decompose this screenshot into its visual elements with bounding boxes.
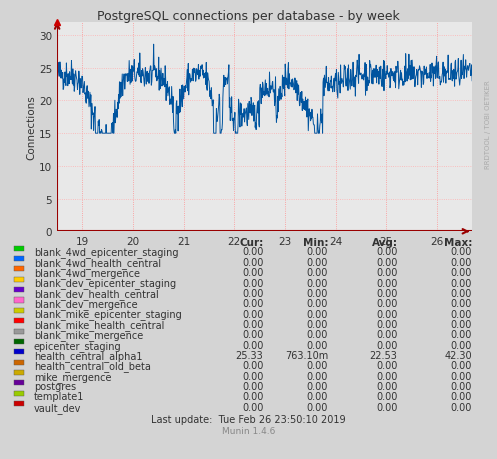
Text: 0.00: 0.00 [376, 330, 398, 340]
Text: 0.00: 0.00 [376, 371, 398, 381]
Text: 0.00: 0.00 [451, 319, 472, 329]
Text: 0.00: 0.00 [451, 371, 472, 381]
Text: 0.00: 0.00 [242, 257, 263, 267]
Text: 0.00: 0.00 [307, 340, 328, 350]
Text: 0.00: 0.00 [376, 340, 398, 350]
Text: template1: template1 [34, 392, 84, 402]
Text: 0.00: 0.00 [307, 319, 328, 329]
Text: 0.00: 0.00 [242, 247, 263, 257]
Text: 0.00: 0.00 [242, 371, 263, 381]
Text: postgres: postgres [34, 381, 76, 391]
Text: blank_dev_mergence: blank_dev_mergence [34, 298, 138, 309]
Text: RRDTOOL / TOBI OETIKER: RRDTOOL / TOBI OETIKER [485, 80, 491, 168]
Text: 0.00: 0.00 [451, 381, 472, 391]
Text: 0.00: 0.00 [451, 247, 472, 257]
Text: 0.00: 0.00 [307, 330, 328, 340]
Text: Max:: Max: [444, 238, 472, 248]
Text: PostgreSQL connections per database - by week: PostgreSQL connections per database - by… [97, 10, 400, 23]
Text: blank_4wd_epicenter_staging: blank_4wd_epicenter_staging [34, 247, 178, 258]
Text: 0.00: 0.00 [376, 319, 398, 329]
Text: 25.33: 25.33 [236, 350, 263, 360]
Text: 0.00: 0.00 [307, 278, 328, 288]
Text: 0.00: 0.00 [307, 371, 328, 381]
Text: 0.00: 0.00 [242, 319, 263, 329]
Text: 0.00: 0.00 [451, 288, 472, 298]
Text: 0.00: 0.00 [451, 402, 472, 412]
Text: 0.00: 0.00 [307, 402, 328, 412]
Text: epicenter_staging: epicenter_staging [34, 340, 121, 351]
Text: 0.00: 0.00 [376, 298, 398, 308]
Text: Munin 1.4.6: Munin 1.4.6 [222, 426, 275, 435]
Text: blank_mike_health_central: blank_mike_health_central [34, 319, 164, 330]
Text: 0.00: 0.00 [376, 288, 398, 298]
Text: 0.00: 0.00 [376, 381, 398, 391]
Text: 0.00: 0.00 [307, 247, 328, 257]
Text: 0.00: 0.00 [451, 330, 472, 340]
Text: health_central_old_beta: health_central_old_beta [34, 361, 151, 371]
Text: 0.00: 0.00 [242, 361, 263, 370]
Text: blank_4wd_health_central: blank_4wd_health_central [34, 257, 161, 268]
Text: blank_dev_epicenter_staging: blank_dev_epicenter_staging [34, 278, 176, 289]
Text: 0.00: 0.00 [242, 268, 263, 278]
Text: 0.00: 0.00 [307, 298, 328, 308]
Text: Cur:: Cur: [239, 238, 263, 248]
Text: 0.00: 0.00 [307, 361, 328, 370]
Text: 0.00: 0.00 [376, 309, 398, 319]
Text: 0.00: 0.00 [307, 268, 328, 278]
Text: 0.00: 0.00 [242, 381, 263, 391]
Text: 0.00: 0.00 [242, 298, 263, 308]
Text: 0.00: 0.00 [242, 392, 263, 402]
Text: Min:: Min: [303, 238, 328, 248]
Text: mike_mergence: mike_mergence [34, 371, 111, 382]
Y-axis label: Connections: Connections [26, 95, 36, 160]
Text: 0.00: 0.00 [451, 340, 472, 350]
Text: Avg:: Avg: [372, 238, 398, 248]
Text: 0.00: 0.00 [242, 340, 263, 350]
Text: 0.00: 0.00 [242, 309, 263, 319]
Text: 0.00: 0.00 [307, 288, 328, 298]
Text: blank_4wd_mergence: blank_4wd_mergence [34, 268, 140, 279]
Text: 42.30: 42.30 [444, 350, 472, 360]
Text: 0.00: 0.00 [242, 402, 263, 412]
Text: blank_mike_mergence: blank_mike_mergence [34, 330, 143, 341]
Text: 0.00: 0.00 [376, 361, 398, 370]
Text: 0.00: 0.00 [376, 402, 398, 412]
Text: 0.00: 0.00 [376, 278, 398, 288]
Text: 0.00: 0.00 [451, 268, 472, 278]
Text: Last update:  Tue Feb 26 23:50:10 2019: Last update: Tue Feb 26 23:50:10 2019 [151, 414, 346, 425]
Text: 0.00: 0.00 [242, 330, 263, 340]
Text: 0.00: 0.00 [451, 392, 472, 402]
Text: 0.00: 0.00 [451, 309, 472, 319]
Text: 0.00: 0.00 [376, 257, 398, 267]
Text: 0.00: 0.00 [307, 309, 328, 319]
Text: 0.00: 0.00 [376, 247, 398, 257]
Text: 0.00: 0.00 [451, 278, 472, 288]
Text: 0.00: 0.00 [307, 381, 328, 391]
Text: 0.00: 0.00 [451, 298, 472, 308]
Text: 0.00: 0.00 [376, 392, 398, 402]
Text: 0.00: 0.00 [242, 288, 263, 298]
Text: 0.00: 0.00 [307, 257, 328, 267]
Text: blank_dev_health_central: blank_dev_health_central [34, 288, 159, 299]
Text: blank_mike_epicenter_staging: blank_mike_epicenter_staging [34, 309, 181, 320]
Text: health_central_alpha1: health_central_alpha1 [34, 350, 142, 361]
Text: vault_dev: vault_dev [34, 402, 81, 413]
Text: 0.00: 0.00 [307, 392, 328, 402]
Text: 0.00: 0.00 [376, 268, 398, 278]
Text: 0.00: 0.00 [451, 361, 472, 370]
Text: 22.53: 22.53 [370, 350, 398, 360]
Text: 0.00: 0.00 [451, 257, 472, 267]
Text: 763.10m: 763.10m [285, 350, 328, 360]
Text: 0.00: 0.00 [242, 278, 263, 288]
